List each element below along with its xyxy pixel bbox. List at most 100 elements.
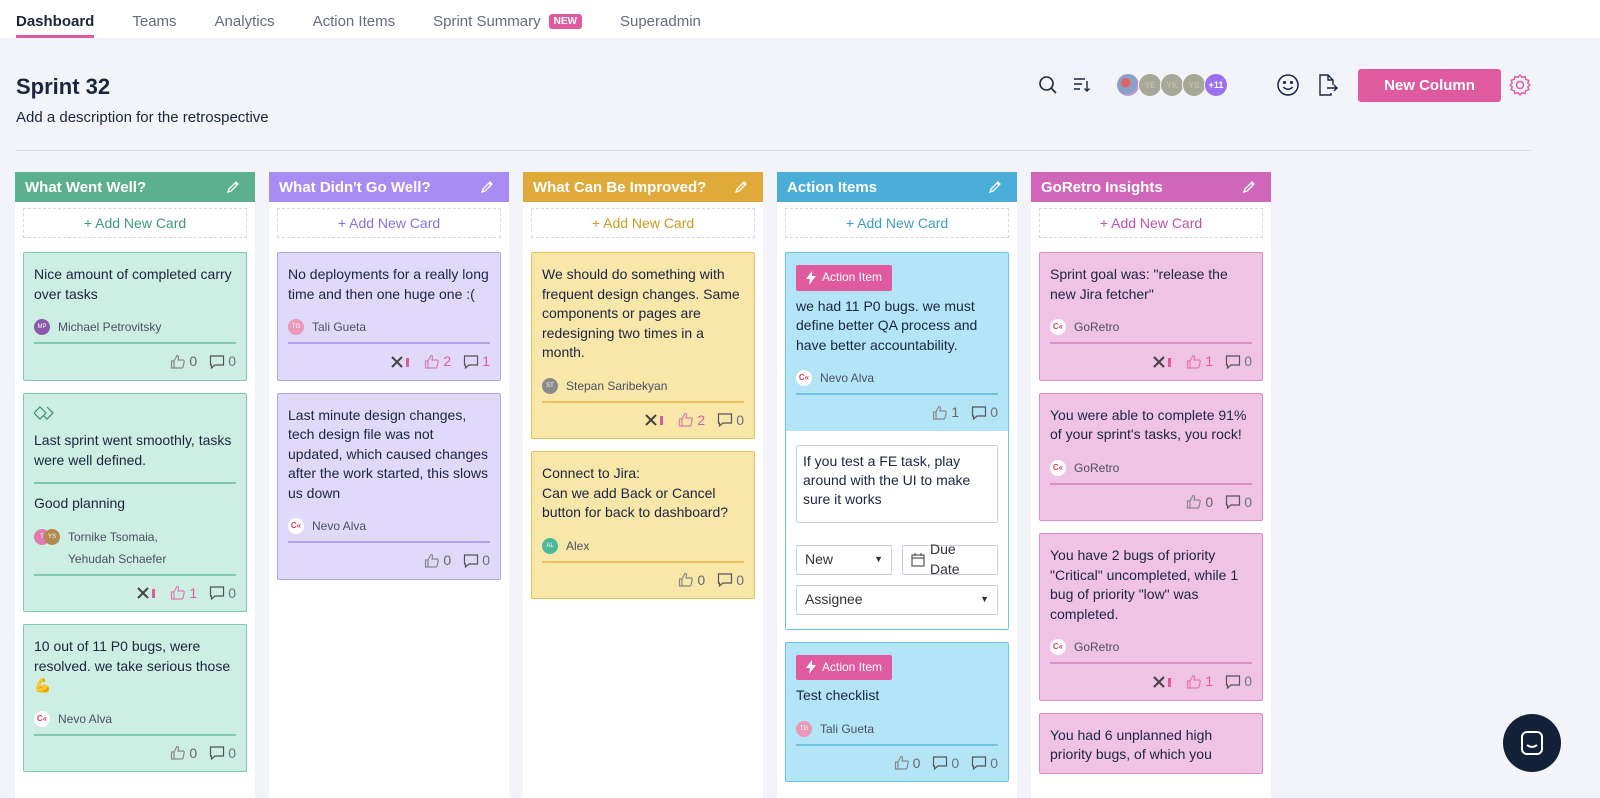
- comment-button[interactable]: 0: [971, 754, 998, 774]
- card-author: TG Tali Gueta: [288, 316, 490, 338]
- like-button[interactable]: 0: [1186, 493, 1213, 513]
- retro-card[interactable]: Sprint goal was: "release the new Jira f…: [1039, 252, 1263, 381]
- merge-icon[interactable]: [33, 405, 236, 426]
- avatar[interactable]: YK: [1160, 73, 1184, 97]
- add-new-card-button[interactable]: + Add New Card: [785, 208, 1009, 238]
- settings-gear-icon[interactable]: [1508, 73, 1532, 97]
- add-new-card-button[interactable]: + Add New Card: [531, 208, 755, 238]
- retro-card[interactable]: You have 2 bugs of priority "Critical" u…: [1039, 533, 1263, 701]
- tab-superadmin[interactable]: Superadmin: [620, 13, 701, 38]
- retro-card[interactable]: Last sprint went smoothly, tasks were we…: [23, 392, 247, 612]
- search-icon[interactable]: [1036, 73, 1060, 97]
- comment-button[interactable]: 0: [971, 403, 998, 423]
- retro-card[interactable]: We should do something with frequent des…: [531, 252, 755, 439]
- comment-count: 0: [951, 754, 960, 771]
- add-new-card-button[interactable]: + Add New Card: [277, 208, 501, 238]
- like-button[interactable]: 2: [424, 352, 451, 372]
- like-button[interactable]: 0: [678, 571, 705, 591]
- comment-button[interactable]: 0: [209, 744, 236, 764]
- status-value: New: [805, 550, 834, 567]
- edit-column-icon[interactable]: [475, 175, 499, 199]
- dismiss-icon[interactable]: [644, 413, 666, 427]
- dismiss-icon[interactable]: [1152, 355, 1174, 369]
- add-new-card-button[interactable]: + Add New Card: [1039, 208, 1263, 238]
- emoji-icon[interactable]: [1276, 73, 1300, 97]
- tab-label: Sprint Summary: [433, 13, 541, 30]
- more-participants-badge[interactable]: +11: [1204, 73, 1228, 97]
- comment-button[interactable]: 0: [209, 584, 236, 604]
- retro-card[interactable]: You were able to complete 91% of your sp…: [1039, 392, 1263, 521]
- chat-launcher-button[interactable]: [1503, 714, 1561, 772]
- card-author: C« GoRetro: [1050, 457, 1252, 479]
- participants-avatars[interactable]: YE YK YS +11: [1116, 73, 1228, 97]
- tab-dashboard[interactable]: Dashboard: [16, 13, 95, 38]
- status-select[interactable]: New ▼: [796, 544, 892, 575]
- comment-button[interactable]: 0: [717, 411, 744, 431]
- comment-button[interactable]: 0: [932, 754, 959, 774]
- like-button[interactable]: 0: [170, 352, 197, 372]
- edit-column-icon[interactable]: [1237, 175, 1261, 199]
- tab-sprint-summary[interactable]: Sprint Summary NEW: [433, 13, 582, 38]
- like-button[interactable]: 1: [170, 584, 197, 604]
- column-title[interactable]: What Went Well?: [25, 178, 147, 196]
- retro-card[interactable]: Action Item we had 11 P0 bugs. we must de…: [785, 252, 1009, 630]
- column-title[interactable]: Action Items: [787, 178, 878, 196]
- due-date-button[interactable]: Due Date: [902, 541, 998, 577]
- retro-card[interactable]: Connect to Jira: Can we add Back or Canc…: [531, 451, 755, 599]
- retro-description[interactable]: Add a description for the retrospective: [16, 109, 269, 126]
- new-column-button[interactable]: New Column: [1358, 69, 1501, 102]
- comment-count: 0: [228, 353, 236, 369]
- comment-button[interactable]: 1: [463, 352, 490, 372]
- avatar[interactable]: YE: [1138, 73, 1162, 97]
- action-item-fields: New ▼ Due Date: [796, 541, 998, 577]
- author-name: Tornike Tsomaia,: [68, 529, 158, 544]
- like-button[interactable]: 0: [170, 744, 197, 764]
- comment-button[interactable]: 0: [1225, 493, 1252, 513]
- column-title[interactable]: GoRetro Insights: [1041, 178, 1163, 196]
- assignee-select[interactable]: Assignee ▼: [796, 584, 998, 615]
- goretro-logo: C«: [796, 370, 812, 386]
- comment-button[interactable]: 0: [463, 551, 490, 571]
- dismiss-icon[interactable]: [136, 586, 158, 600]
- like-button[interactable]: 1: [1186, 352, 1213, 372]
- goretro-logo: C«: [34, 710, 50, 727]
- card-text: You had 6 unplanned high priority bugs, …: [1050, 726, 1213, 763]
- retro-card[interactable]: 10 out of 11 P0 bugs, were resolved. we …: [23, 624, 247, 772]
- dismiss-icon[interactable]: [1152, 675, 1174, 689]
- like-button[interactable]: 2: [678, 411, 705, 431]
- action-item-textarea[interactable]: If you test a FE task, play around with …: [796, 444, 998, 523]
- author-name: Alex: [566, 538, 590, 553]
- tab-teams[interactable]: Teams: [132, 13, 176, 38]
- edit-column-icon[interactable]: [221, 175, 245, 199]
- column-title[interactable]: What Didn't Go Well?: [279, 178, 431, 196]
- retro-card[interactable]: No deployments for a really long time an…: [277, 252, 501, 381]
- like-button[interactable]: 0: [894, 754, 920, 774]
- export-icon[interactable]: [1316, 73, 1340, 97]
- avatar[interactable]: YS: [1182, 73, 1206, 97]
- comment-button[interactable]: 0: [209, 352, 236, 372]
- retro-card[interactable]: Last minute design changes, tech design …: [277, 392, 501, 580]
- avatar[interactable]: [1116, 73, 1140, 97]
- column-title[interactable]: What Can Be Improved?: [533, 178, 707, 196]
- sort-icon[interactable]: [1070, 73, 1094, 97]
- retro-card[interactable]: Nice amount of completed carry over task…: [23, 252, 247, 381]
- card-text: Last sprint went smoothly, tasks were we…: [34, 432, 232, 468]
- author-name: Yehudah Schaefer: [68, 551, 167, 566]
- add-new-card-button[interactable]: + Add New Card: [23, 208, 247, 238]
- comment-button[interactable]: 0: [1225, 352, 1252, 372]
- like-button[interactable]: 0: [424, 551, 451, 571]
- like-count: 0: [697, 571, 706, 588]
- dismiss-icon[interactable]: [390, 355, 412, 369]
- tab-analytics[interactable]: Analytics: [215, 13, 275, 38]
- edit-column-icon[interactable]: [729, 175, 753, 199]
- retro-card[interactable]: You had 6 unplanned high priority bugs, …: [1039, 712, 1263, 774]
- like-button[interactable]: 1: [932, 403, 959, 423]
- retro-card[interactable]: Action Item Test checklist TG Tali Gueta 0 0 0: [785, 641, 1009, 782]
- like-button[interactable]: 1: [1186, 672, 1213, 692]
- comment-button[interactable]: 0: [717, 571, 744, 591]
- comment-button[interactable]: 0: [1225, 672, 1252, 692]
- tab-action-items[interactable]: Action Items: [313, 13, 396, 38]
- edit-column-icon[interactable]: [983, 175, 1007, 199]
